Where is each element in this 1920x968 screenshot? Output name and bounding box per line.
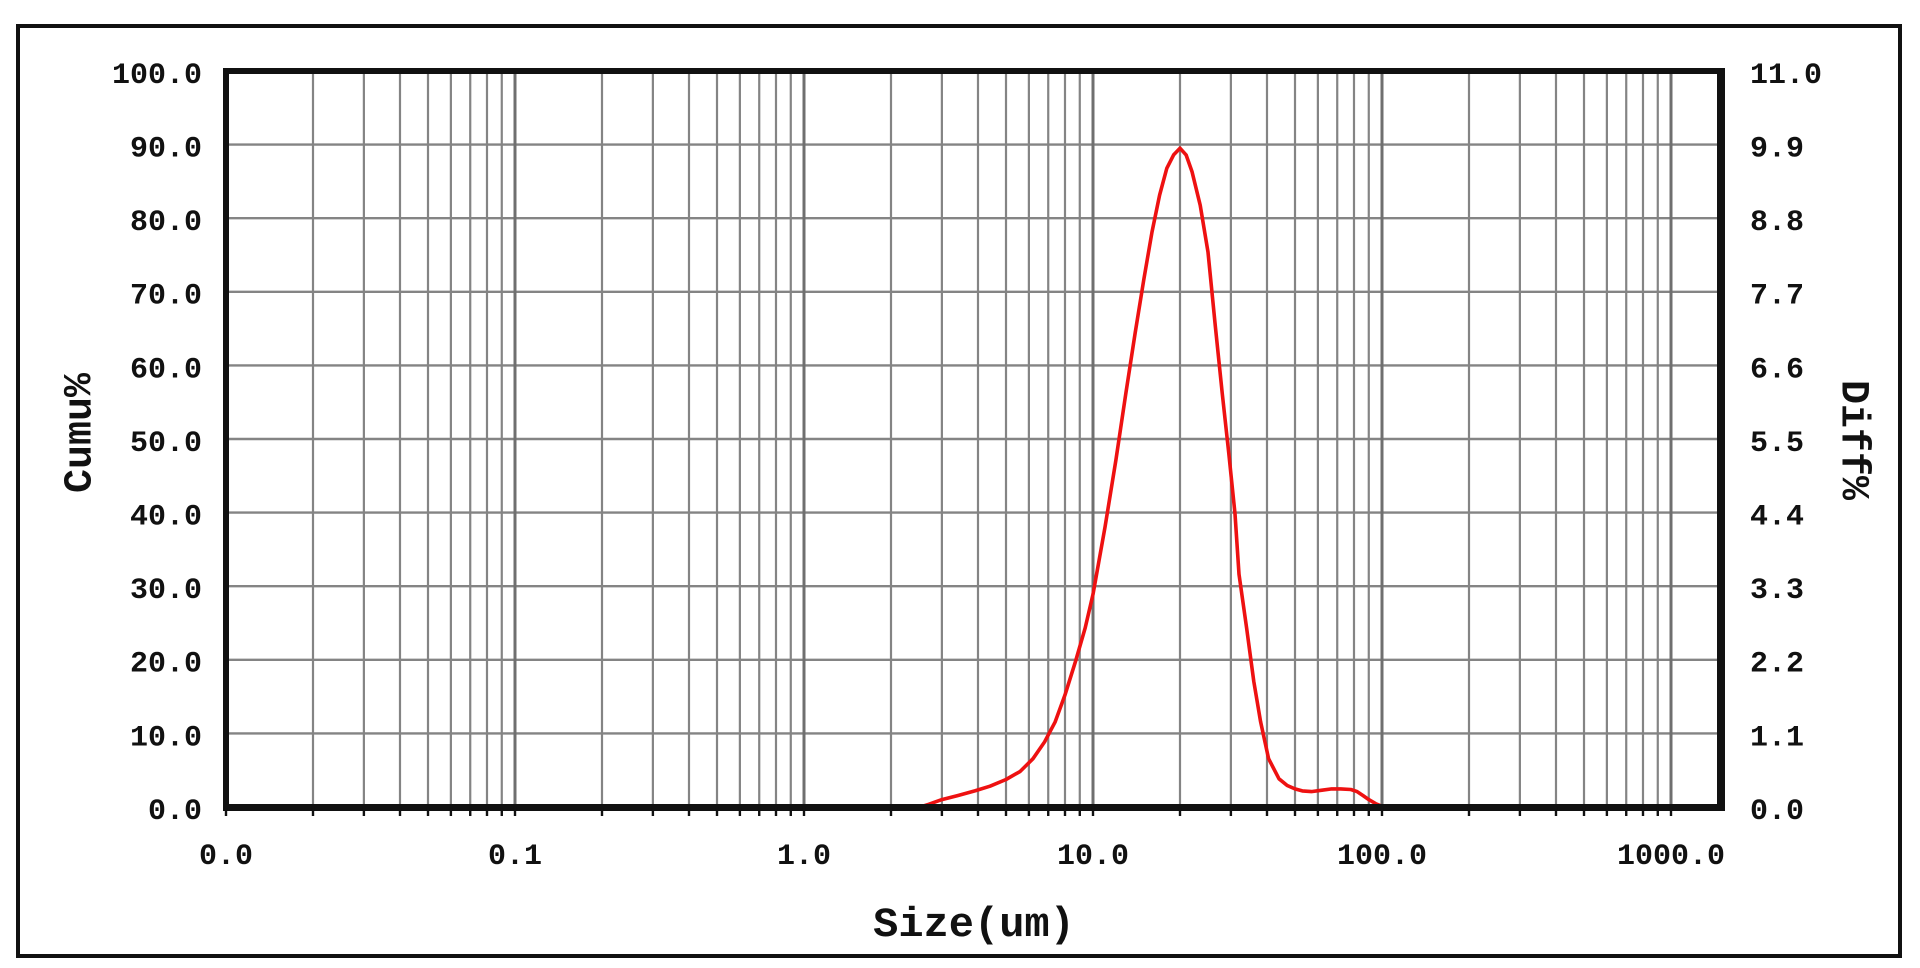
y-left-axis-title: Cumu% [59, 372, 104, 493]
x-tick-mark [1352, 807, 1356, 816]
y-right-axis-title: Diff% [1829, 380, 1874, 501]
figure-border [16, 24, 1902, 958]
y-left-tick-label: 0.0 [148, 795, 202, 829]
plot-frame [223, 68, 1725, 811]
x-tick-mark [687, 807, 691, 816]
x-axis-tick-marks [224, 807, 1673, 816]
x-tick-mark [1063, 807, 1067, 816]
x-tick-mark [802, 807, 806, 816]
x-tick-mark [1554, 807, 1558, 816]
x-tick-mark [398, 807, 402, 816]
x-tick-mark [889, 807, 893, 816]
x-tick-label: 1.0 [777, 840, 831, 874]
x-tick-mark [513, 807, 517, 816]
y-right-tick-label: 1.1 [1750, 721, 1804, 755]
x-tick-mark [1047, 807, 1050, 816]
y-axis-right-line [1717, 68, 1725, 811]
x-tick-mark [469, 807, 472, 816]
x-tick-mark [651, 807, 655, 816]
x-tick-mark [1669, 807, 1673, 816]
x-tick-mark [1265, 807, 1269, 816]
y-right-tick-label: 4.4 [1750, 501, 1804, 535]
x-tick-mark [600, 807, 604, 816]
y-left-tick-label: 70.0 [130, 280, 202, 314]
x-axis-line [223, 804, 1725, 811]
y-left-tick-label: 50.0 [130, 427, 202, 461]
y-right-tick-label: 0.0 [1750, 795, 1804, 829]
y-left-tick-label: 90.0 [130, 133, 202, 167]
y-right-tick-label: 3.3 [1750, 574, 1804, 608]
x-axis-title: Size(um) [873, 901, 1075, 949]
y-axis-left-line [223, 68, 229, 811]
x-tick-mark [224, 807, 228, 816]
x-tick-mark [426, 807, 430, 816]
x-tick-mark [485, 807, 489, 816]
x-tick-mark [1078, 807, 1081, 816]
y-right-tick-label: 7.7 [1750, 280, 1804, 314]
x-tick-mark [1656, 807, 1659, 816]
y-right-tick-label: 5.5 [1750, 427, 1804, 461]
x-tick-mark [789, 807, 792, 816]
y-right-tick-label: 8.8 [1750, 206, 1804, 240]
x-tick-label: 0.1 [488, 840, 542, 874]
x-tick-mark [1605, 807, 1609, 816]
x-tick-mark [1229, 807, 1233, 816]
x-axis [223, 804, 1725, 811]
x-tick-mark [1027, 807, 1031, 816]
x-tick-mark [1518, 807, 1522, 816]
diff-curve-line [400, 146, 1671, 811]
y-right-tick-label: 9.9 [1750, 133, 1804, 167]
x-tick-mark [1467, 807, 1471, 816]
x-tick-label: 0.0 [199, 840, 253, 874]
grid-lines [229, 74, 1717, 804]
x-tick-label: 10.0 [1057, 840, 1129, 874]
x-tick-mark [1625, 807, 1628, 816]
plot-top-border [223, 68, 1725, 74]
y-left-tick-label: 10.0 [130, 721, 202, 755]
x-tick-mark [774, 807, 778, 816]
x-tick-mark [1293, 807, 1297, 816]
y-left-tick-label: 60.0 [130, 353, 202, 387]
x-tick-mark [738, 807, 742, 816]
x-tick-mark [1641, 807, 1645, 816]
x-tick-mark [940, 807, 944, 816]
y-right-tick-label: 6.6 [1750, 353, 1804, 387]
tick-labels: 100.0 90.0 80.0 70.0 60.0 50.0 40.0 30.0 20.0 10.… [112, 59, 1822, 874]
y-right-tick-label: 2.2 [1750, 648, 1804, 682]
x-tick-mark [1380, 807, 1384, 816]
x-tick-mark [500, 807, 503, 816]
diff-curve [400, 146, 1671, 811]
x-tick-mark [1316, 807, 1320, 816]
x-tick-mark [449, 807, 453, 816]
y-right-tick-label: 11.0 [1750, 59, 1822, 93]
x-tick-mark [362, 807, 366, 816]
x-tick-mark [758, 807, 761, 816]
y-left-tick-label: 100.0 [112, 59, 202, 93]
x-tick-mark [1336, 807, 1339, 816]
y-left-tick-label: 30.0 [130, 574, 202, 608]
x-tick-mark [1367, 807, 1370, 816]
x-tick-label: 1000.0 [1617, 840, 1725, 874]
x-tick-mark [1178, 807, 1182, 816]
x-tick-mark [1004, 807, 1008, 816]
x-tick-mark [311, 807, 315, 816]
y-left-tick-label: 80.0 [130, 206, 202, 240]
x-tick-mark [1091, 807, 1095, 816]
x-tick-label: 100.0 [1337, 840, 1427, 874]
x-tick-mark [715, 807, 719, 816]
x-tick-mark [1582, 807, 1586, 816]
y-left-tick-label: 20.0 [130, 648, 202, 682]
x-tick-mark [976, 807, 980, 816]
y-left-tick-label: 40.0 [130, 501, 202, 535]
